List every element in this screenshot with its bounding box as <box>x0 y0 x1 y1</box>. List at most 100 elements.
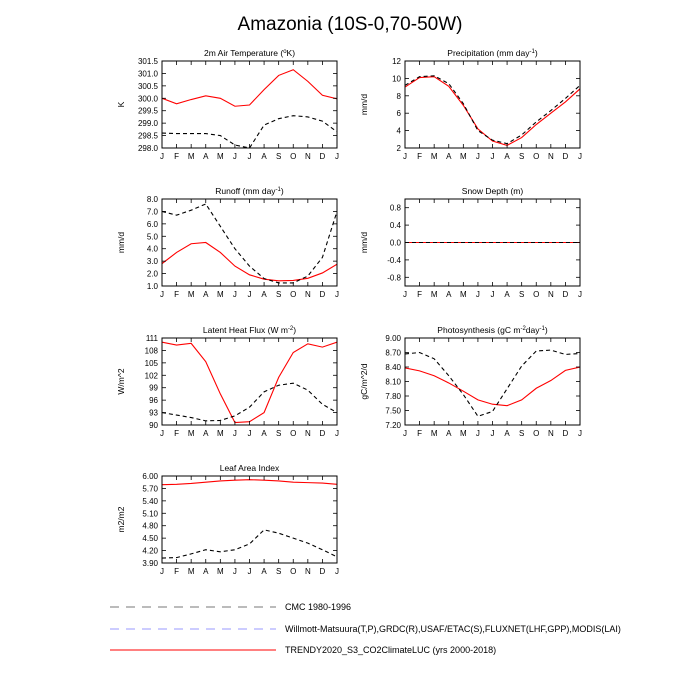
x-tick-label: J <box>578 290 582 299</box>
y-tick-label: 8.0 <box>147 195 159 204</box>
x-tick-label: A <box>203 152 209 161</box>
x-tick-label: M <box>188 152 195 161</box>
panel-title: Runoff (mm day-1) <box>215 186 284 196</box>
x-tick-label: S <box>276 429 281 438</box>
x-tick-label: M <box>460 152 467 161</box>
x-tick-label: J <box>491 152 495 161</box>
series-line-cmc <box>162 382 337 422</box>
x-tick-label: S <box>519 290 524 299</box>
x-tick-label: A <box>446 290 452 299</box>
panel-title: Latent Heat Flux (W m-2) <box>203 325 296 335</box>
legend-item-cmc: CMC 1980-1996 <box>110 602 351 612</box>
x-tick-label: A <box>504 290 510 299</box>
x-tick-label: A <box>261 567 267 576</box>
x-tick-label: D <box>563 429 569 438</box>
x-tick-label: J <box>335 290 339 299</box>
y-axis-label: W/m^2 <box>116 368 126 394</box>
x-tick-label: O <box>533 429 539 438</box>
legend: CMC 1980-1996 Willmott-Matsuura(T,P),GRDC… <box>110 602 621 655</box>
y-tick-label: 10 <box>392 74 401 83</box>
panel-title: Snow Depth (m) <box>462 186 524 196</box>
y-tick-label: 111 <box>146 334 159 343</box>
y-tick-label: 6 <box>397 109 402 118</box>
x-tick-label: A <box>203 290 209 299</box>
x-tick-label: D <box>320 290 326 299</box>
x-tick-label: S <box>519 152 524 161</box>
panel-title-tail: ) <box>293 325 296 335</box>
y-tick-label: 5.10 <box>142 509 158 518</box>
panel-title-text: Latent Heat Flux (W m <box>203 325 288 335</box>
x-tick-label: J <box>403 429 407 438</box>
y-tick-label: 99 <box>149 384 158 393</box>
y-tick-label: 6.00 <box>142 472 158 481</box>
x-tick-label: J <box>491 429 495 438</box>
x-tick-label: J <box>476 429 480 438</box>
x-tick-label: F <box>417 429 422 438</box>
x-tick-label: D <box>320 152 326 161</box>
legend-item-willmott: Willmott-Matsuura(T,P),GRDC(R),USAF/ETAC… <box>110 624 621 634</box>
panels: 2m Air Temperature (oK) K 298.0 298.5 299.0 2… <box>116 48 582 576</box>
x-tick-label: J <box>476 290 480 299</box>
x-tick-label: F <box>174 567 179 576</box>
panel-title-superscript: -2 <box>520 326 526 332</box>
x-tick-label: A <box>261 429 267 438</box>
x-tick-label: D <box>320 567 326 576</box>
panel-title-tail: day <box>526 325 540 335</box>
series-line-trendy <box>405 76 580 146</box>
x-tick-label: S <box>276 567 281 576</box>
x-tick-label: D <box>563 152 569 161</box>
x-tick-label: N <box>305 567 311 576</box>
y-axis-label: gC/m^2/d <box>359 363 369 399</box>
plot-frame <box>161 337 338 426</box>
series-line-cmc <box>162 529 337 559</box>
y-tick-label: -0.4 <box>387 256 401 265</box>
x-tick-label: J <box>233 429 237 438</box>
x-tick-label: D <box>320 429 326 438</box>
x-tick-label: A <box>261 152 267 161</box>
y-tick-label: 299.5 <box>138 107 159 116</box>
y-tick-label: 301.5 <box>138 57 159 66</box>
x-tick-label: F <box>417 152 422 161</box>
x-tick-label: S <box>276 290 281 299</box>
panel-title: Precipitation (mm day-1) <box>447 48 538 58</box>
series-line-cmc <box>162 115 337 148</box>
legend-item-trendy: TRENDY2020_S3_CO2ClimateLUC (yrs 2000-20… <box>110 645 496 655</box>
series-line-trendy <box>405 366 580 407</box>
x-tick-label: F <box>174 290 179 299</box>
panel-title-superscript: -1 <box>276 187 282 193</box>
legend-label: CMC 1980-1996 <box>285 602 351 612</box>
y-tick-label: 0.8 <box>390 204 402 213</box>
x-tick-label: J <box>248 429 252 438</box>
x-tick-label: O <box>290 290 296 299</box>
x-tick-label: J <box>248 152 252 161</box>
x-tick-label: N <box>548 429 554 438</box>
x-tick-label: J <box>160 429 164 438</box>
y-tick-label: 300.5 <box>138 82 159 91</box>
y-tick-label: 1.0 <box>147 282 159 291</box>
y-tick-label: 4.20 <box>142 547 158 556</box>
panel-title-tail: ) <box>535 48 538 58</box>
x-tick-label: O <box>290 152 296 161</box>
panel-title-text: Snow Depth (m) <box>462 186 524 196</box>
legend-label: Willmott-Matsuura(T,P),GRDC(R),USAF/ETAC… <box>285 624 621 634</box>
panel-title: Leaf Area Index <box>220 463 280 473</box>
x-tick-label: M <box>217 429 224 438</box>
x-tick-label: M <box>431 429 438 438</box>
x-tick-label: J <box>233 290 237 299</box>
y-tick-label: 4.50 <box>142 534 158 543</box>
x-tick-label: A <box>504 429 510 438</box>
x-tick-label: N <box>305 429 311 438</box>
x-tick-label: F <box>174 429 179 438</box>
y-tick-label: 4 <box>397 127 402 136</box>
x-tick-label: A <box>203 429 209 438</box>
y-axis-label: m2/m2 <box>116 506 126 532</box>
plot-frame <box>161 475 338 564</box>
x-tick-label: J <box>578 152 582 161</box>
x-tick-label: S <box>276 152 281 161</box>
x-tick-label: J <box>335 429 339 438</box>
series-line-trendy <box>162 341 337 424</box>
y-tick-label: 7.20 <box>385 421 401 430</box>
y-tick-label: 0.4 <box>390 221 402 230</box>
x-tick-label: J <box>233 152 237 161</box>
